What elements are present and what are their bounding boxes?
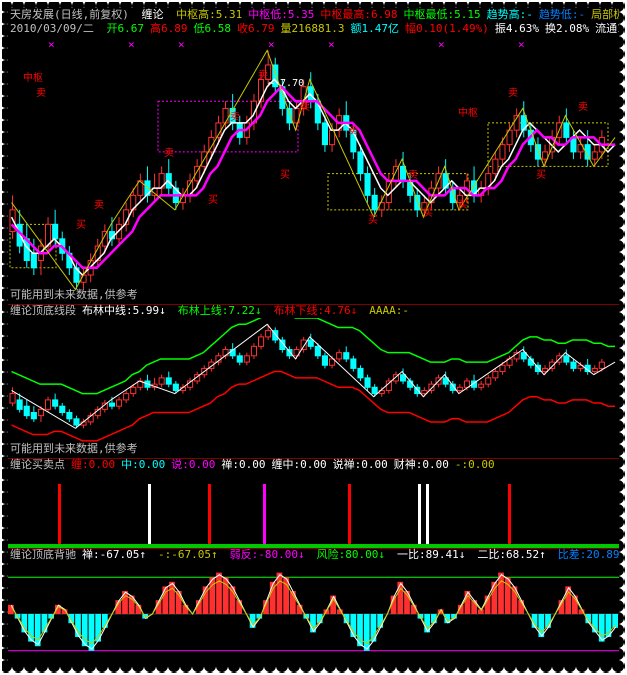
chart-area[interactable]: 天房发展(日线,前复权) 缠论 中枢高:5.31中枢低:5.35中枢最高:6.9… xyxy=(8,8,619,667)
svg-text:×: × xyxy=(328,38,335,51)
chart-frame: 天房发展(日线,前复权) 缠论 中枢高:5.31中枢低:5.35中枢最高:6.9… xyxy=(0,0,627,675)
signals-header: 缠论买卖点缠:0.00中:0.00说:0.00禅:0.00缠中:0.00说禅:0… xyxy=(8,458,619,472)
signals-panel[interactable]: 缠论买卖点缠:0.00中:0.00说:0.00禅:0.00缠中:0.00说禅:0… xyxy=(8,458,619,549)
svg-text:×: × xyxy=(178,38,185,51)
main-price-panel[interactable]: ×××××××← 7.70 卖买卖卖买卖卖卖买卖买卖买买卖买卖中枢中枢 可能用到… xyxy=(8,36,619,305)
bollinger-header: 缠论顶底线段布林中线:5.99布林上线:7.22布林下线:4.76AAAA:- xyxy=(8,304,619,318)
svg-text:×: × xyxy=(438,38,445,51)
svg-text:×: × xyxy=(268,38,275,51)
bollinger-panel[interactable]: 缠论顶底线段布林中线:5.99布林上线:7.22布林下线:4.76AAAA:- … xyxy=(8,304,619,459)
divergence-panel[interactable]: 缠论顶底背驰禅:-67.05-:-67.05弱反:-80.00风险:80.00一… xyxy=(8,548,619,666)
svg-text:×: × xyxy=(128,38,135,51)
svg-text:×: × xyxy=(518,38,525,51)
svg-text:← 7.70: ← 7.70 xyxy=(268,78,304,89)
date-row: 2010/03/09/二 开6.67高6.89低6.58收6.79量216881… xyxy=(8,22,619,36)
divergence-header: 缠论顶底背驰禅:-67.05-:-67.05弱反:-80.00风险:80.00一… xyxy=(8,548,619,562)
title-row: 天房发展(日线,前复权) 缠论 中枢高:5.31中枢低:5.35中枢最高:6.9… xyxy=(8,8,619,22)
svg-text:×: × xyxy=(48,38,55,51)
